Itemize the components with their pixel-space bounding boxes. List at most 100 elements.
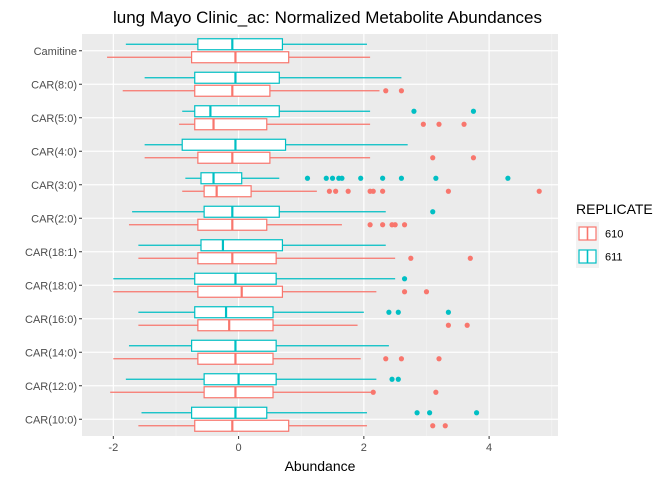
y-tick-label: CAR(10:0) (25, 414, 77, 426)
box-611 (138, 306, 451, 319)
box-iqr (197, 285, 284, 298)
box-iqr (191, 406, 268, 419)
x-tick-label: 4 (486, 442, 492, 454)
legend: REPLICATE 610 611 (576, 201, 653, 268)
outlier-point (401, 289, 408, 295)
legend-items: 610 611 (576, 222, 623, 268)
outlier-point (427, 410, 433, 416)
outlier-point (445, 322, 451, 328)
box-610 (138, 252, 473, 265)
box-iqr (203, 386, 274, 399)
box-611 (185, 172, 511, 185)
y-tick-label: CAR(16:0) (25, 314, 77, 326)
box-610 (107, 51, 371, 64)
outlier-point (423, 289, 430, 295)
y-tick-label: CAR(18:1) (25, 247, 77, 259)
legend-label: 611 (605, 252, 623, 264)
box-iqr (191, 339, 277, 352)
box-611 (132, 205, 436, 218)
outlier-point (461, 121, 467, 127)
outlier-point (395, 309, 401, 315)
outlier-point (304, 175, 311, 181)
box-iqr (200, 239, 284, 252)
outlier-point (326, 188, 332, 194)
box-iqr (197, 151, 271, 164)
outlier-point (329, 175, 336, 181)
box-iqr (203, 205, 280, 218)
y-tick-label: CAR(5:0) (31, 113, 77, 125)
outlier-point (370, 389, 376, 395)
box-611 (182, 105, 477, 118)
box-iqr (203, 373, 277, 386)
plot-panel (82, 34, 558, 436)
box-iqr (197, 319, 274, 332)
y-tick-label: CAR(8:0) (31, 79, 77, 91)
x-axis-label: Abundance (285, 458, 356, 474)
box-611 (128, 339, 389, 352)
box-iqr (197, 252, 277, 265)
outlier-point (445, 188, 451, 194)
x-tick-label: 2 (361, 442, 367, 454)
box-610 (122, 84, 405, 97)
box-610 (138, 319, 470, 332)
outlier-point (401, 222, 408, 228)
outlier-point (380, 222, 386, 228)
outlier-point (430, 423, 436, 429)
box-iqr (194, 118, 268, 131)
box-layer (107, 38, 542, 432)
outlier-point (442, 423, 448, 429)
y-axis-ticks: Camitine CAR(8:0) CAR(5:0) CAR(4:0) CAR(3:0)… (25, 46, 82, 426)
y-tick-label: CAR(12:0) (25, 381, 77, 393)
outlier-point (380, 175, 386, 181)
outlier-point (436, 121, 442, 127)
outlier-point (433, 389, 439, 395)
box-iqr (194, 71, 280, 84)
box-iqr (200, 172, 243, 185)
box-iqr (197, 38, 284, 51)
outlier-point (395, 376, 401, 382)
outlier-point (420, 121, 426, 127)
outlier-point (323, 175, 329, 181)
outlier-point (464, 322, 470, 328)
box-611 (144, 71, 402, 84)
y-tick-label: CAR(3:0) (31, 180, 77, 192)
chart-title: lung Mayo Clinic_ac: Normalized Metaboli… (113, 8, 542, 27)
box-iqr (191, 51, 290, 64)
outlier-point (358, 175, 364, 181)
box-611 (144, 138, 408, 151)
box-610 (113, 352, 442, 365)
outlier-point (467, 255, 473, 261)
outlier-point (398, 356, 405, 362)
outlier-point (408, 255, 414, 261)
box-610 (179, 118, 467, 131)
box-iqr (194, 419, 290, 432)
outlier-point (398, 88, 405, 94)
y-tick-label: CAR(18:0) (25, 280, 77, 292)
grid-lines (82, 34, 558, 436)
box-611 (141, 406, 480, 419)
x-axis-ticks: -2 0 2 4 (108, 436, 492, 454)
y-tick-label: CAR(4:0) (31, 146, 77, 158)
x-tick-label: -2 (108, 442, 118, 454)
outlier-point (414, 410, 420, 416)
box-iqr (181, 138, 287, 151)
outlier-point (401, 276, 408, 282)
outlier-point (445, 309, 451, 315)
legend-title: REPLICATE (576, 201, 653, 217)
outlier-point (392, 222, 398, 228)
outlier-point (339, 175, 345, 181)
outlier-point (367, 222, 373, 228)
outlier-point (380, 188, 386, 194)
legend-label: 610 (605, 229, 623, 241)
outlier-point (430, 209, 436, 215)
y-tick-label: Camitine (34, 46, 77, 58)
box-610 (110, 386, 439, 399)
box-iqr (194, 105, 280, 118)
box-iqr (203, 185, 252, 198)
box-610 (128, 218, 408, 231)
outlier-point (436, 356, 442, 362)
outlier-point (389, 376, 395, 382)
box-610 (138, 419, 448, 432)
outlier-point (536, 188, 542, 194)
